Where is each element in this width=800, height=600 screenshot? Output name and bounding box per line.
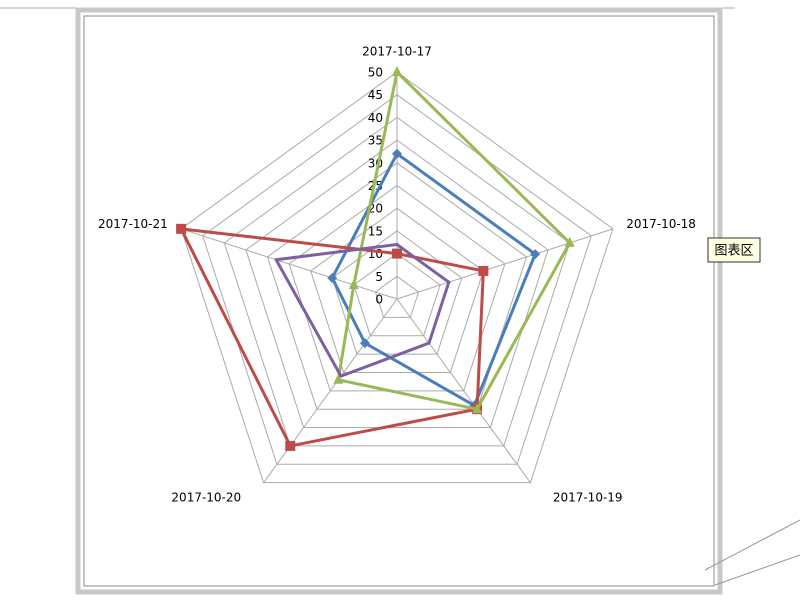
chart-frame: [75, 7, 723, 595]
y-tick-label: 45: [368, 88, 383, 102]
y-tick-label: 40: [368, 111, 383, 125]
category-label: 2017-10-20: [171, 490, 241, 504]
marker: [339, 374, 343, 378]
marker: [392, 148, 402, 159]
marker: [274, 258, 278, 262]
tooltip-box: [707, 237, 761, 263]
y-tick-label: 35: [368, 134, 383, 148]
axis-spoke: [263, 298, 398, 483]
page-curl: [704, 519, 800, 586]
series-line: [274, 243, 451, 378]
marker: [359, 338, 370, 349]
grid-line: [310, 207, 484, 373]
tooltip: 图表区: [707, 237, 761, 263]
marker: [392, 66, 402, 76]
marker: [176, 223, 187, 234]
series-line: [179, 227, 485, 448]
category-label: 2017-10-17: [362, 45, 432, 59]
marker: [395, 243, 399, 247]
marker: [285, 440, 296, 451]
marker: [472, 403, 483, 414]
category-label: 2017-10-18: [626, 217, 696, 231]
marker: [327, 272, 338, 283]
category-label: 2017-10-21: [98, 217, 168, 231]
marker: [348, 278, 359, 289]
grid-line: [223, 116, 571, 447]
y-tick-label: 5: [375, 270, 383, 284]
y-tick-label: 15: [368, 224, 383, 238]
series-line: [330, 152, 537, 408]
marker: [427, 341, 431, 345]
marker: [564, 236, 575, 247]
category-label: 2017-10-19: [553, 490, 623, 504]
marker: [392, 248, 402, 259]
axis-spoke: [180, 228, 398, 300]
marker: [478, 265, 489, 276]
grid-line: [374, 275, 420, 318]
tooltip-text: 图表区: [714, 244, 753, 259]
grid-line: [353, 252, 441, 337]
y-tick-label: 50: [368, 66, 383, 80]
grid-line: [202, 94, 592, 465]
grid-line: [180, 71, 614, 484]
y-tick-label: 0: [375, 293, 383, 307]
grid-line: [245, 139, 549, 429]
axis-spoke: [396, 228, 614, 300]
marker: [530, 249, 541, 260]
marker: [447, 280, 451, 284]
axis-spoke: [396, 298, 531, 483]
marker: [333, 373, 344, 384]
